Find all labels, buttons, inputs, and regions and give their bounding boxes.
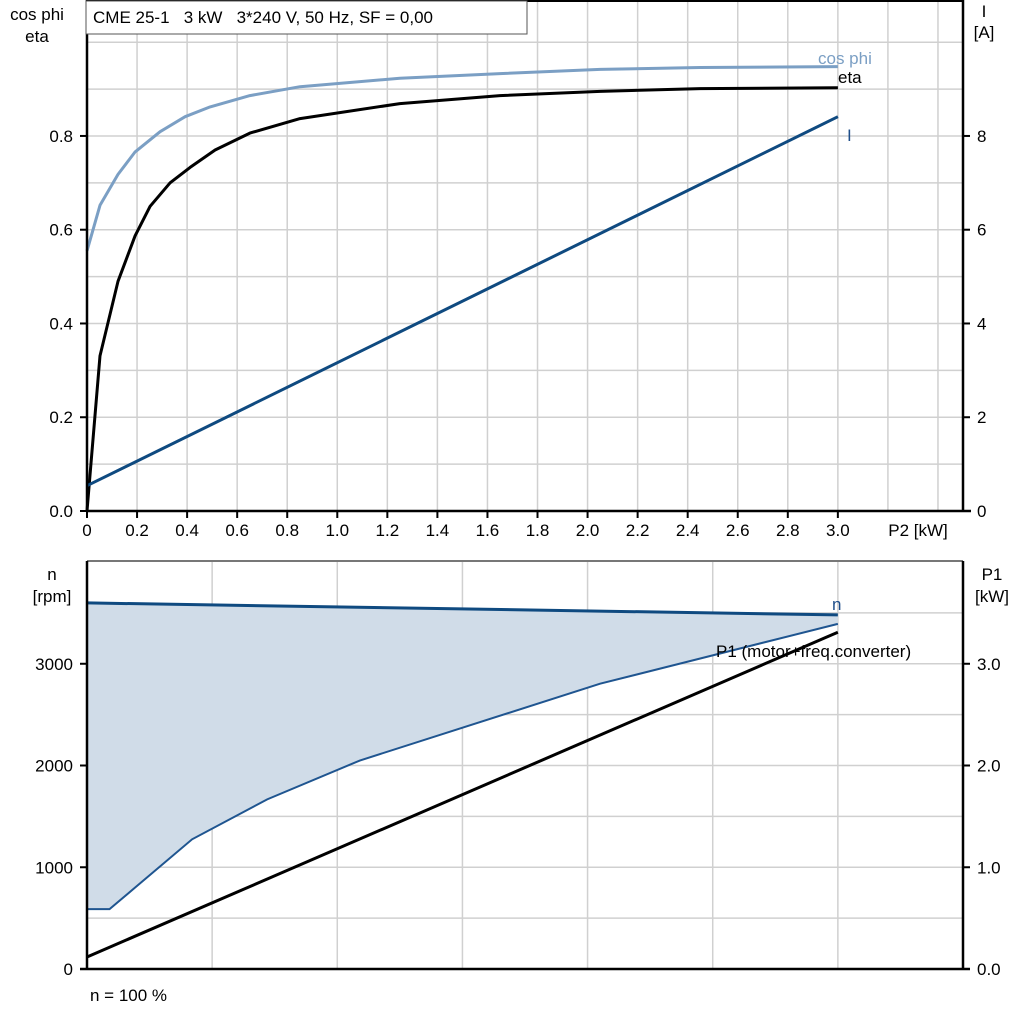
y2-tick-label: 2 xyxy=(977,408,986,427)
y-tick-label: 0.4 xyxy=(49,314,73,333)
x-tick-label: 1.8 xyxy=(526,521,550,540)
y2-tick-label: 8 xyxy=(977,127,986,146)
bottom-left-axis-label-1: n xyxy=(47,565,56,584)
series-label-eta: eta xyxy=(838,68,862,87)
series-label-n: n xyxy=(832,595,841,614)
x-tick-label: 2.4 xyxy=(676,521,700,540)
top-left-axis-label-2: eta xyxy=(25,27,49,46)
y-tick-label: 2000 xyxy=(35,757,73,776)
x-tick-label: 1.6 xyxy=(476,521,500,540)
y2-tick-label: 4 xyxy=(977,314,986,333)
series-line-range-lower-edge xyxy=(87,622,839,911)
y2-tick-label: 3.0 xyxy=(977,655,1001,674)
footnote: n = 100 % xyxy=(90,986,167,1005)
series-marks xyxy=(85,65,839,959)
bottom-right-axis-label-1: P1 xyxy=(982,565,1003,584)
series-line-cos-phi xyxy=(85,65,838,252)
x-tick-label: 0.4 xyxy=(175,521,199,540)
series-label-cos-phi: cos phi xyxy=(818,49,872,68)
x-tick-label: 2.8 xyxy=(776,521,800,540)
x-tick-label: 2.6 xyxy=(726,521,750,540)
x-axis-label: P2 [kW] xyxy=(888,521,948,540)
series-line-p1 xyxy=(86,630,839,959)
series-line-i xyxy=(86,115,839,488)
series-label-p1: P1 (motor+freq.converter) xyxy=(716,642,911,661)
y2-tick-label: 0.0 xyxy=(977,960,1001,979)
y2-tick-label: 0 xyxy=(977,502,986,521)
y-tick-label: 3000 xyxy=(35,655,73,674)
chart-title: CME 25-1 3 kW 3*240 V, 50 Hz, SF = 0,00 xyxy=(93,8,433,27)
y-tick-label: 0.8 xyxy=(49,127,73,146)
bottom-left-axis-label-2: [rpm] xyxy=(33,587,72,606)
x-tick-label: 3.0 xyxy=(826,521,850,540)
y-tick-label: 0 xyxy=(64,960,73,979)
top-right-axis-label-2: [A] xyxy=(974,23,995,42)
y2-tick-label: 2.0 xyxy=(977,757,1001,776)
y-tick-label: 0.0 xyxy=(49,502,73,521)
x-tick-label: 0.6 xyxy=(225,521,249,540)
x-tick-label: 1.4 xyxy=(426,521,450,540)
top-right-axis-label-1: I xyxy=(982,2,987,21)
x-tick-label: 0.2 xyxy=(125,521,149,540)
y-tick-label: 0.6 xyxy=(49,221,73,240)
top-grid xyxy=(87,0,963,511)
title-box xyxy=(85,0,528,35)
y-tick-label: 0.2 xyxy=(49,408,73,427)
operating-range-area xyxy=(87,602,838,910)
bottom-right-axis-label-2: [kW] xyxy=(975,587,1009,606)
x-tick-label: 1.2 xyxy=(376,521,400,540)
series-label-i: I xyxy=(847,126,852,145)
x-tick-label: 2.2 xyxy=(626,521,650,540)
y2-tick-label: 1.0 xyxy=(977,858,1001,877)
y-tick-label: 1000 xyxy=(35,858,73,877)
x-tick-label: 0 xyxy=(82,521,91,540)
series-line-eta xyxy=(85,86,838,512)
series-line-n xyxy=(86,601,838,617)
x-tick-label: 0.8 xyxy=(275,521,299,540)
top-left-axis-label-1: cos phi xyxy=(10,5,64,24)
x-tick-label: 1.0 xyxy=(325,521,349,540)
x-tick-label: 2.0 xyxy=(576,521,600,540)
y2-tick-label: 6 xyxy=(977,221,986,240)
